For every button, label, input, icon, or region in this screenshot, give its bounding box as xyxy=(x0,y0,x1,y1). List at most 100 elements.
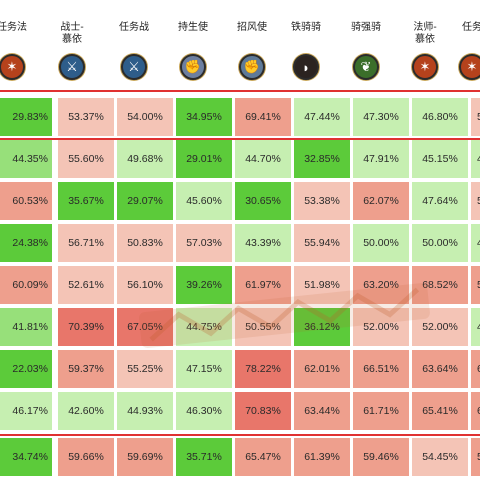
table-cell: 29.01% xyxy=(176,140,232,178)
table-cell: 61.97% xyxy=(235,266,291,304)
row-separator xyxy=(0,434,480,436)
table-cell: 47.64% xyxy=(412,182,468,220)
table-cell: 62.01% xyxy=(294,350,350,388)
column-header-label: 任务 xyxy=(462,22,480,33)
table-cell: 44.75% xyxy=(176,308,232,346)
table-cell: 61.39% xyxy=(294,438,350,476)
column-header-label: 法师- 慕依 xyxy=(413,22,437,45)
table-cell: 70.83% xyxy=(235,392,291,430)
column-header: 招风使 ✊ xyxy=(220,0,284,88)
table-cell: 69.41% xyxy=(235,98,291,136)
table-cell: 59.69% xyxy=(117,438,173,476)
table-cell: 63.1 xyxy=(471,392,480,430)
row-separator xyxy=(0,138,480,140)
table-cell: 41.81% xyxy=(0,308,52,346)
table-cell: 68.52% xyxy=(412,266,468,304)
table-cell: 47.15% xyxy=(176,350,232,388)
table-cell: 56.71% xyxy=(58,224,114,262)
table-cell: 49.68% xyxy=(117,140,173,178)
table-cell: 29.83% xyxy=(0,98,52,136)
column-header-label: 招风使 xyxy=(237,22,267,33)
table-cell: 47.7 xyxy=(471,308,480,346)
greatsword-icon: ⚔ xyxy=(121,54,147,80)
table-cell: 35.71% xyxy=(176,438,232,476)
table-cell: 45.15% xyxy=(412,140,468,178)
table-cell: 34.95% xyxy=(176,98,232,136)
column-header-label: 骑强骑 xyxy=(351,22,381,33)
fist-icon: ✊ xyxy=(180,54,206,80)
table-cell: 70.39% xyxy=(58,308,114,346)
table-cell: 39.26% xyxy=(176,266,232,304)
table-cell: 65.47% xyxy=(235,438,291,476)
fire-staff-icon: ✶ xyxy=(459,54,480,80)
table-cell: 22.03% xyxy=(0,350,52,388)
table-cell: 58.9 xyxy=(471,98,480,136)
table-cell: 65.41% xyxy=(412,392,468,430)
table-cell: 52.61% xyxy=(58,266,114,304)
column-header: 持生使 ✊ xyxy=(161,0,225,88)
bow-icon: ◗ xyxy=(293,54,319,80)
table-cell: 32.85% xyxy=(294,140,350,178)
column-header-label: 任务法 xyxy=(0,22,27,33)
table-cell: 59.4 xyxy=(471,266,480,304)
table-cell: 42.60% xyxy=(58,392,114,430)
column-header: 任务法 ✶ xyxy=(0,0,44,88)
table-cell: 43.39% xyxy=(235,224,291,262)
column-header: 法师- 慕依 ✶ xyxy=(393,0,457,88)
column-header-label: 战士- 慕依 xyxy=(60,22,84,45)
column-header-label: 持生使 xyxy=(178,22,208,33)
table-cell: 55.60% xyxy=(58,140,114,178)
table-cell: 62.07% xyxy=(353,182,409,220)
table-cell: 55.25% xyxy=(117,350,173,388)
table-cell: 63.44% xyxy=(294,392,350,430)
table-cell: 44.93% xyxy=(117,392,173,430)
table-cell: 57.03% xyxy=(176,224,232,262)
table-cell: 47.30% xyxy=(353,98,409,136)
table-cell: 63.1 xyxy=(471,350,480,388)
table-cell: 59.6 xyxy=(471,438,480,476)
table-cell: 24.38% xyxy=(0,224,52,262)
column-header: 战士- 慕依 ⚔ xyxy=(40,0,104,88)
column-header: 任务 ✶ xyxy=(440,0,480,88)
column-header: 任务战 ⚔ xyxy=(102,0,166,88)
table-cell: 54.2 xyxy=(471,182,480,220)
table-cell: 46.80% xyxy=(412,98,468,136)
table-cell: 46.30% xyxy=(176,392,232,430)
table-cell: 63.20% xyxy=(353,266,409,304)
fist-icon: ✊ xyxy=(239,54,265,80)
table-cell: 63.64% xyxy=(412,350,468,388)
table-cell: 56.10% xyxy=(117,266,173,304)
fire-staff-icon: ✶ xyxy=(0,54,25,80)
table-cell: 54.00% xyxy=(117,98,173,136)
table-cell: 59.66% xyxy=(58,438,114,476)
table-cell: 46.9 xyxy=(471,140,480,178)
column-header: 骑强骑 ❦ xyxy=(334,0,398,88)
table-cell: 46.8 xyxy=(471,224,480,262)
table-cell: 54.45% xyxy=(412,438,468,476)
table-cell: 50.00% xyxy=(412,224,468,262)
fire-staff-icon: ✶ xyxy=(412,54,438,80)
table-cell: 47.44% xyxy=(294,98,350,136)
table-cell: 78.22% xyxy=(235,350,291,388)
column-header-label: 铁骑骑 xyxy=(291,22,321,33)
table-cell: 59.37% xyxy=(58,350,114,388)
table-cell: 34.74% xyxy=(0,438,52,476)
table-cell: 29.07% xyxy=(117,182,173,220)
table-cell: 50.00% xyxy=(353,224,409,262)
table-cell: 53.37% xyxy=(58,98,114,136)
table-cell: 59.46% xyxy=(353,438,409,476)
table-cell: 51.98% xyxy=(294,266,350,304)
table-cell: 60.09% xyxy=(0,266,52,304)
table-cell: 55.94% xyxy=(294,224,350,262)
table-cell: 60.53% xyxy=(0,182,52,220)
column-header: 铁骑骑 ◗ xyxy=(274,0,338,88)
table-cell: 36.12% xyxy=(294,308,350,346)
table-cell: 30.65% xyxy=(235,182,291,220)
table-cell: 44.70% xyxy=(235,140,291,178)
table-cell: 45.60% xyxy=(176,182,232,220)
table-cell: 52.00% xyxy=(412,308,468,346)
antler-icon: ❦ xyxy=(353,54,379,80)
table-cell: 50.55% xyxy=(235,308,291,346)
table-cell: 61.71% xyxy=(353,392,409,430)
